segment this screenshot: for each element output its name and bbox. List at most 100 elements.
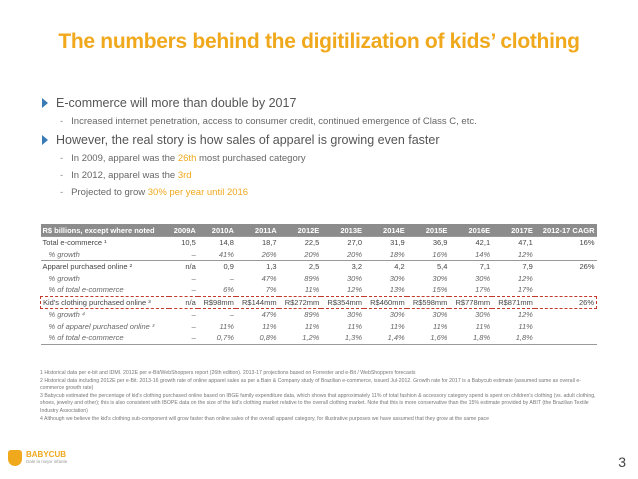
table-cell: R$98mm <box>197 295 236 309</box>
table-cell: 89% <box>304 273 320 283</box>
table-header-cell: 2013E <box>321 224 365 237</box>
table-cell: R$144mm <box>235 295 279 309</box>
table-cell: Apparel purchased online ² <box>40 260 169 273</box>
table-cell: 17% <box>475 285 491 295</box>
table-cell: 27,0 <box>321 236 365 249</box>
table-cell: n/a <box>168 295 198 309</box>
table-cell: 14% <box>475 249 491 259</box>
table-cell: 42,1 <box>449 236 493 249</box>
table-cell: R$778mm <box>449 295 493 309</box>
logo-tagline: Dale la mejor infante <box>26 459 68 464</box>
table-cell <box>535 309 597 321</box>
table-cell: 11% <box>347 321 363 331</box>
sub-bullet-text: In 2012, apparel was the <box>71 170 176 181</box>
table-cell: 1,6% <box>406 332 450 345</box>
sub-bullet-text: Increased internet penetration, access t… <box>71 116 477 127</box>
table-row: % of total e-commerce –0,7% 0,8% 1,2% 1,3% 1,… <box>40 332 597 345</box>
triangle-right-icon <box>42 98 48 108</box>
table-cell: R$871mm <box>492 295 535 309</box>
table-row: % of total e-commerce – 6% 7% 11% 12% 13% 15% 17… <box>41 284 597 296</box>
bullet-list: E-commerce will more than double by 2017… <box>42 96 602 204</box>
table-cell: 11% <box>390 321 405 331</box>
table-cell: Total e-commerce ¹ <box>40 236 169 249</box>
table-cell: – <box>229 273 234 283</box>
logo: BABYCUB Dale la mejor infante <box>8 450 67 466</box>
table-header-cell: 2015E <box>406 224 450 237</box>
table-cell: 16% <box>534 236 597 249</box>
table-cell: % of total e-commerce <box>40 332 169 345</box>
table-header-cell: 2014E <box>364 224 407 237</box>
table-cell: 30% <box>389 310 405 320</box>
table-cell: 13% <box>389 285 405 295</box>
table-cell: 1,4% <box>364 332 407 345</box>
table-header-cell: R$ billions, except where noted <box>40 224 169 237</box>
table-cell: 30% <box>475 310 491 320</box>
footnote: 4 Although we believe the kid's clothing… <box>40 415 489 422</box>
table-cell: 16% <box>432 249 448 259</box>
bullet-text: However, the real story is how sales of … <box>56 133 440 147</box>
slide-title: The numbers behind the digitilization of… <box>58 30 580 53</box>
bear-icon <box>8 450 22 466</box>
table-cell: R$272mm <box>278 295 322 309</box>
table-cell: – <box>191 273 196 283</box>
table-cell: 30% <box>389 273 405 283</box>
sub-bullet-text: In 2009, apparel was the <box>71 153 176 164</box>
table-cell: 11% <box>262 321 277 331</box>
table-cell: 0,8% <box>235 332 279 345</box>
sub-bullet: - Increased internet penetration, access… <box>60 116 602 127</box>
table-header-cell: 2010A <box>197 224 236 237</box>
table-cell: 18% <box>389 249 405 259</box>
table-cell: 20% <box>304 249 320 259</box>
table-header-cell: 2017E <box>492 224 535 237</box>
table-row: % growth ⁴ – – 47% 89% 30% 30% 30% 30% 12% <box>41 309 597 321</box>
table-cell: – <box>191 285 196 295</box>
table-cell: 11% <box>518 321 533 331</box>
table-cell: 7,1 <box>449 260 493 273</box>
table-cell <box>535 321 597 333</box>
table-cell: 1,8% <box>449 332 493 345</box>
data-table: R$ billions, except where noted 2009A 2010… <box>39 224 597 345</box>
table-cell: n/a <box>168 260 198 273</box>
footnote: 3 Babycub estimated the percentage of ki… <box>40 392 596 414</box>
table-cell: 18,7 <box>235 236 279 249</box>
table-cell: 47,1 <box>492 236 535 249</box>
table-cell: % growth <box>48 249 80 259</box>
table-header-row: R$ billions, except where noted 2009A 2010… <box>40 224 597 237</box>
table-row: Total e-commerce ¹ 10,5 14,8 18,7 22,5 27,0 31… <box>40 236 597 249</box>
table-cell <box>535 249 597 261</box>
sub-bullet: - In 2009, apparel was the 26th most pur… <box>60 153 602 164</box>
table-row: % growth – – 47% 89% 30% 30% 30% 30% 12% <box>41 273 597 285</box>
table-cell: 41% <box>218 249 234 259</box>
table-cell: 30% <box>347 310 363 320</box>
table-cell: R$598mm <box>406 295 450 309</box>
table-cell: % growth <box>48 273 80 283</box>
triangle-right-icon <box>42 135 48 145</box>
dash-icon: - <box>60 116 64 127</box>
highlighted-table-row: Kid's clothing purchased online ³ n/a R$98… <box>39 295 597 309</box>
table-cell: 0,7% <box>197 332 236 345</box>
table-cell: 26% <box>534 295 597 309</box>
table-cell: 89% <box>304 310 320 320</box>
table-cell: R$460mm <box>364 295 407 309</box>
table-cell: – <box>191 321 196 331</box>
table-cell: 2,5 <box>278 260 322 273</box>
table-header-cell: 2012E <box>278 224 322 237</box>
table-cell <box>535 273 597 285</box>
table-cell: 36,9 <box>406 236 450 249</box>
table-cell: 12% <box>347 285 363 295</box>
sub-bullet: - Projected to grow 30% per year until 2… <box>60 187 602 198</box>
table-cell: – <box>191 310 196 320</box>
table-cell: 7% <box>265 285 277 295</box>
table-cell: 11% <box>304 285 320 295</box>
footnote: 1 Historical data per e-bit and IDMI. 20… <box>40 370 416 376</box>
table-cell: R$354mm <box>321 295 365 309</box>
table-cell: 30% <box>475 273 491 283</box>
table-cell: 6% <box>223 285 234 295</box>
table-cell: 4,2 <box>364 260 407 273</box>
table-cell: 47% <box>261 273 277 283</box>
table-cell: 5,4 <box>406 260 450 273</box>
table-cell: % of apparel purchased online ³ <box>48 321 155 331</box>
table-cell: 0,9 <box>197 260 236 273</box>
sub-bullet: - In 2012, apparel was the 3rd <box>60 170 602 181</box>
table-header-cell: 2011A <box>235 224 279 237</box>
